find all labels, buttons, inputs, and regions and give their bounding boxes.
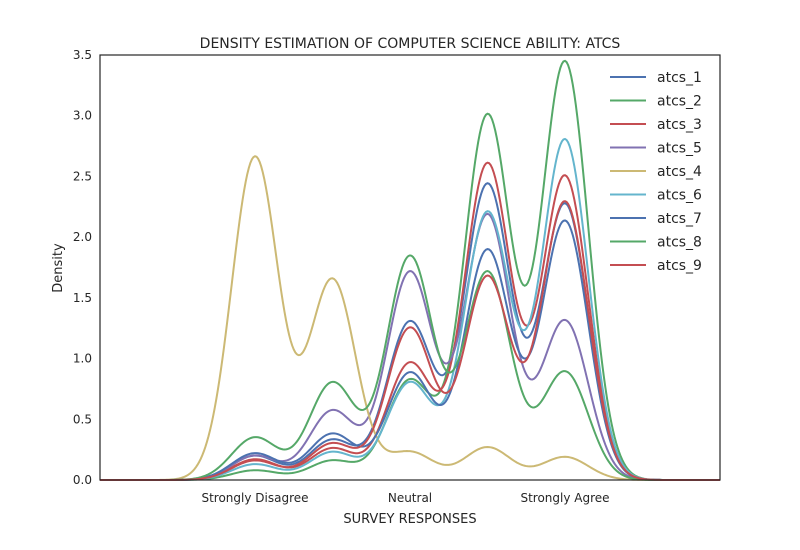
legend-label: atcs_7 xyxy=(657,211,702,227)
y-tick-label: 0.0 xyxy=(73,473,92,487)
series-line-atcs_6 xyxy=(100,137,720,481)
legend-label: atcs_4 xyxy=(657,164,702,180)
y-tick-label: 2.5 xyxy=(73,169,92,183)
plot-frame xyxy=(99,54,721,481)
y-tick-label: 3.0 xyxy=(73,109,92,123)
series-line-atcs_4 xyxy=(100,155,720,481)
y-tick-label: 3.5 xyxy=(73,48,92,62)
y-axis-ticks: 0.0 0.5 1.0 1.5 2.0 2.5 3.0 3.5 xyxy=(73,48,92,487)
series-line-atcs_8 xyxy=(100,254,720,481)
legend-label: atcs_8 xyxy=(657,235,702,251)
y-tick-label: 1.0 xyxy=(73,352,92,366)
legend-label: atcs_9 xyxy=(657,258,702,274)
legend-label: atcs_3 xyxy=(657,117,702,133)
legend: atcs_1 atcs_2 atcs_3 atcs_5 atcs_4 atcs_6atcs… xyxy=(610,70,702,274)
chart-title: DENSITY ESTIMATION OF COMPUTER SCIENCE A… xyxy=(200,36,621,52)
y-tick-label: 0.5 xyxy=(73,412,92,426)
series-line-atcs_7 xyxy=(100,219,720,481)
series-line-atcs_9 xyxy=(100,200,720,481)
series-line-atcs_1 xyxy=(100,182,720,481)
legend-label: atcs_2 xyxy=(657,94,702,110)
x-axis-label: SURVEY RESPONSES xyxy=(343,512,476,527)
legend-label: atcs_1 xyxy=(657,70,702,86)
x-axis-ticks: Strongly Disagree Neutral Strongly Agree xyxy=(201,491,609,505)
y-axis-label: Density xyxy=(51,243,66,293)
y-tick-label: 1.5 xyxy=(73,291,92,305)
legend-label: atcs_5 xyxy=(657,141,702,157)
plot-lines xyxy=(100,59,720,481)
x-tick-label: Strongly Agree xyxy=(520,491,609,505)
legend-label: atcs_6 xyxy=(657,188,702,204)
series-line-atcs_5 xyxy=(100,212,720,481)
y-tick-label: 2.0 xyxy=(73,230,92,244)
x-tick-label: Neutral xyxy=(388,491,432,505)
x-tick-label: Strongly Disagree xyxy=(201,491,308,505)
